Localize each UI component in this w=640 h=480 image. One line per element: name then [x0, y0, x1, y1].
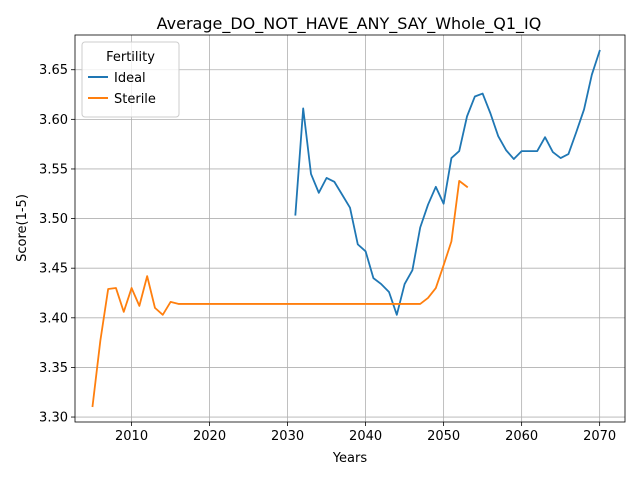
- y-tick-label: 3.45: [39, 262, 68, 277]
- series-layer: [91, 49, 601, 408]
- x-tick-label: 2040: [349, 429, 382, 444]
- y-axis-label: Score(1-5): [15, 194, 30, 262]
- series-line-ideal: [294, 49, 601, 316]
- x-tick-label: 2070: [583, 429, 616, 444]
- legend-label-ideal: Ideal: [114, 71, 146, 86]
- x-axis-label: Years: [332, 451, 368, 466]
- x-axis: 2010 2020 2030 2040 2050 2060 2070: [115, 422, 616, 444]
- series-line-sterile: [91, 179, 469, 408]
- x-tick-label: 2010: [115, 429, 148, 444]
- plot-frame: [74, 34, 626, 423]
- y-tick-label: 3.65: [39, 63, 68, 78]
- y-axis: 3.30 3.35 3.40 3.45 3.50 3.55 3.60 3.65: [39, 63, 75, 426]
- x-tick-label: 2020: [193, 429, 226, 444]
- legend-label-sterile: Sterile: [114, 92, 156, 107]
- chart-title: Average_DO_NOT_HAVE_ANY_SAY_Whole_Q1_IQ: [157, 14, 542, 34]
- x-tick-label: 2030: [271, 429, 304, 444]
- y-tick-label: 3.50: [39, 212, 68, 227]
- x-tick-label: 2050: [427, 429, 460, 444]
- y-tick-label: 3.35: [39, 361, 68, 376]
- x-tick-label: 2060: [505, 429, 538, 444]
- y-tick-label: 3.30: [39, 411, 68, 426]
- legend-title: Fertility: [106, 50, 155, 65]
- y-tick-label: 3.60: [39, 113, 68, 128]
- y-tick-label: 3.55: [39, 162, 68, 177]
- grid: [75, 35, 625, 422]
- legend: Fertility Ideal Sterile: [81, 41, 180, 118]
- y-tick-label: 3.40: [39, 311, 68, 326]
